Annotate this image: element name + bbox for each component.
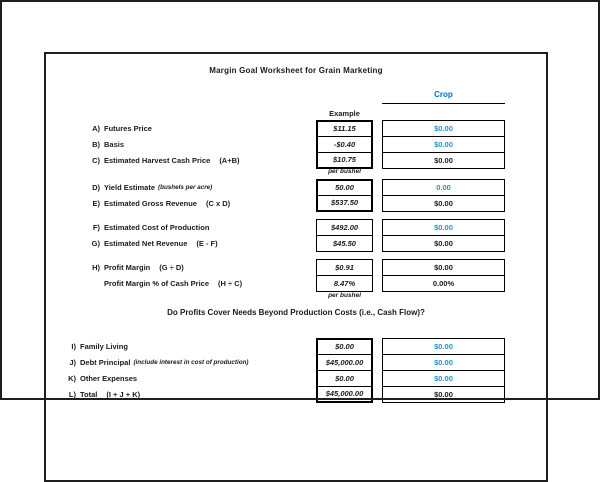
example-other-expenses: $0.00 [316, 370, 373, 387]
per-bushel-note: per bushel [328, 292, 361, 299]
example-family-living: $0.00 [316, 338, 373, 355]
section-price: A) Futures Price B) Basis C) Estimated H… [46, 120, 546, 169]
crop-basis-input[interactable]: $0.00 [382, 136, 505, 153]
row-label-text: Estimated Gross Revenue [104, 198, 197, 208]
row-label-text: Total [80, 389, 98, 399]
row-label-text: Basis [104, 139, 125, 149]
row-formula: (C x D) [205, 198, 231, 208]
example-net-revenue: $45.50 [316, 235, 373, 252]
section-yield-revenue: D) Yield Estimate (bushels per acre) E) … [46, 179, 546, 212]
crop-total-value: $0.00 [382, 386, 505, 403]
row-label-debt-principal: J) Debt Principal (include interest in c… [54, 354, 314, 370]
row-label-yield-estimate: D) Yield Estimate (bushels per acre) [78, 179, 314, 195]
crop-harvest-cash-price-value: $0.00 [382, 152, 505, 169]
crop-debt-principal-input[interactable]: $0.00 [382, 354, 505, 371]
row-letter: E) [92, 198, 101, 208]
section-cost-net-revenue: F) Estimated Cost of Production G) Estim… [46, 219, 546, 252]
margin-goal-worksheet: Margin Goal Worksheet for Grain Marketin… [44, 52, 548, 482]
row-label-text: Debt Principal [80, 357, 131, 367]
per-bushel-note: per bushel [328, 168, 361, 175]
section-cashflow-needs: I) Family Living J) Debt Principal (incl… [46, 338, 546, 403]
row-label-text: Profit Margin % of Cash Price [104, 278, 210, 288]
row-label-text: Other Expenses [80, 373, 138, 383]
row-label-profit-margin: H) Profit Margin (G ÷ D) [78, 259, 314, 275]
row-letter: H) [92, 262, 100, 272]
row-label-total: L) Total (I + J + K) [54, 386, 314, 402]
row-letter: D) [92, 182, 100, 192]
row-label-family-living: I) Family Living [54, 338, 314, 354]
example-profit-margin-pct: 8.47% [316, 275, 373, 292]
example-harvest-cash-price: $10.75 [316, 152, 373, 169]
row-label-text: Profit Margin [104, 262, 151, 272]
crop-gross-revenue-value: $0.00 [382, 195, 505, 212]
crop-profit-margin-pct-value: 0.00% [382, 275, 505, 292]
row-label-profit-margin-pct: Profit Margin % of Cash Price (H ÷ C) [78, 275, 314, 291]
example-profit-margin: $0.91 [316, 259, 373, 276]
worksheet-title: Margin Goal Worksheet for Grain Marketin… [209, 66, 383, 75]
row-label-other-expenses: K) Other Expenses [54, 370, 314, 386]
row-label-text: Estimated Net Revenue [104, 238, 188, 248]
row-label-basis: B) Basis [78, 136, 314, 152]
row-letter: L) [68, 389, 76, 399]
row-letter: G) [91, 238, 100, 248]
row-label-text: Estimated Cost of Production [104, 222, 210, 232]
crop-column-header: Crop [382, 90, 505, 104]
row-label-harvest-cash-price: C) Estimated Harvest Cash Price (A+B) [78, 152, 314, 168]
example-column-header: Example [329, 109, 360, 118]
crop-yield-estimate-input[interactable]: 0.00 [382, 179, 505, 196]
row-label-net-revenue: G) Estimated Net Revenue (E - F) [78, 235, 314, 251]
row-label-futures-price: A) Futures Price [78, 120, 314, 136]
example-cost-of-production: $492.00 [316, 219, 373, 236]
row-label-text: Family Living [80, 341, 128, 351]
row-letter: B) [92, 139, 100, 149]
row-letter: F) [92, 222, 100, 232]
example-total: $45,000.00 [316, 386, 373, 403]
row-letter: I) [71, 341, 76, 351]
example-gross-revenue: $537.50 [316, 195, 373, 212]
example-debt-principal: $45,000.00 [316, 354, 373, 371]
row-formula: (I + J + K) [106, 389, 141, 399]
section-profit-margin: H) Profit Margin (G ÷ D) Profit Margin %… [46, 259, 546, 292]
row-letter: K) [68, 373, 76, 383]
row-label-gross-revenue: E) Estimated Gross Revenue (C x D) [78, 195, 314, 211]
row-letter: A) [92, 123, 100, 133]
row-letter: J) [69, 357, 76, 367]
crop-profit-margin-value: $0.00 [382, 259, 505, 276]
cashflow-section-header: Do Profits Cover Needs Beyond Production… [167, 308, 425, 317]
row-formula: (A+B) [219, 155, 240, 165]
crop-futures-price-input[interactable]: $0.00 [382, 120, 505, 137]
row-note: (bushels per acre) [158, 183, 213, 191]
crop-family-living-input[interactable]: $0.00 [382, 338, 505, 355]
row-label-cost-of-production: F) Estimated Cost of Production [78, 219, 314, 235]
row-formula: (H ÷ C) [218, 278, 243, 288]
row-label-text: Futures Price [104, 123, 152, 133]
row-label-text: Yield Estimate [104, 182, 155, 192]
row-formula: (G ÷ D) [159, 262, 184, 272]
crop-other-expenses-input[interactable]: $0.00 [382, 370, 505, 387]
example-futures-price: $11.15 [316, 120, 373, 137]
row-formula: (E - F) [196, 238, 218, 248]
row-letter: C) [92, 155, 100, 165]
example-basis: -$0.40 [316, 136, 373, 153]
crop-net-revenue-value: $0.00 [382, 235, 505, 252]
row-label-text: Estimated Harvest Cash Price [104, 155, 211, 165]
crop-cost-of-production-input[interactable]: $0.00 [382, 219, 505, 236]
row-note: (include interest in cost of production) [133, 358, 249, 366]
example-yield-estimate: 50.00 [316, 179, 373, 196]
